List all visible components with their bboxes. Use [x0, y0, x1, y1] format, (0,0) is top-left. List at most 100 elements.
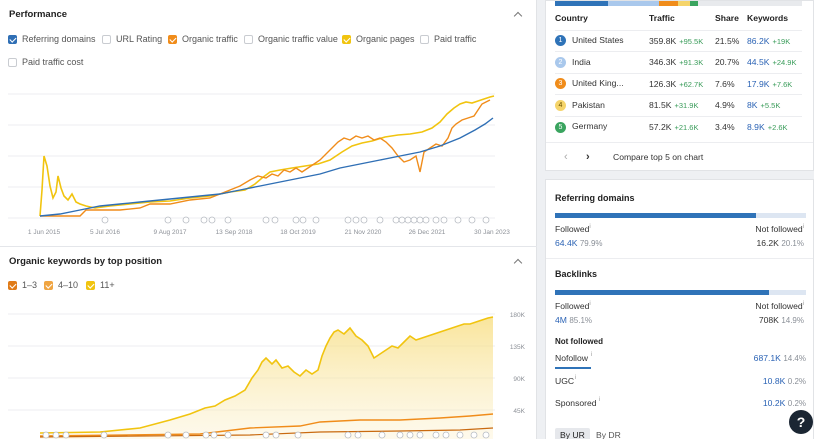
country-name[interactable]: Pakistan	[572, 99, 605, 110]
country-share-bar	[555, 1, 802, 6]
legend-referring-domains[interactable]: Referring domains	[8, 34, 96, 44]
collapse-keywords-chevron-icon[interactable]	[513, 256, 523, 266]
keywords-change: +5.5K	[760, 101, 781, 111]
legend-label: Organic traffic	[182, 34, 238, 44]
bl-not-followed-label: Not followedi	[755, 301, 804, 311]
rd-not-followed-label: Not followedi	[755, 224, 804, 234]
referring-domains-title: Referring domains	[555, 193, 635, 203]
paid-traffic-cost-checkbox[interactable]	[8, 57, 17, 67]
compare-top5-link[interactable]: Compare top 5 on chart	[613, 152, 704, 162]
top-4-10-checkbox[interactable]	[44, 280, 53, 290]
help-button[interactable]: ?	[789, 410, 813, 434]
rd-followed-value[interactable]: 64.4K 79.9%	[555, 238, 603, 248]
organic-traffic-line	[40, 99, 491, 217]
prev-chevron-icon[interactable]: ‹	[564, 151, 568, 163]
legend-organic-pages[interactable]: Organic pages	[342, 34, 415, 44]
breakdown-value[interactable]: 687.1K	[753, 353, 781, 363]
top-11-plus-checkbox[interactable]	[86, 280, 95, 290]
annotation-markers	[101, 216, 490, 224]
legend-url-rating[interactable]: URL Rating	[102, 34, 162, 44]
bl-followed-value[interactable]: 4M 85.1%	[555, 315, 593, 325]
table-row[interactable]: 1 United States 359.8K +95.5K 21.5% 86.2K +…	[555, 29, 802, 52]
legend-label: 4–10	[58, 280, 79, 290]
collapse-performance-chevron-icon[interactable]	[513, 9, 523, 19]
organic-pages-line	[39, 95, 495, 217]
x-tick: 26 Dec 2021	[409, 229, 446, 236]
section-divider	[546, 258, 813, 259]
traffic-value: 57.2K	[649, 122, 672, 132]
x-tick: 9 Aug 2017	[154, 229, 187, 236]
breakdown-row-ugc[interactable]: UGC i 10.8K 0.2%	[555, 375, 806, 386]
x-tick: 5 Jul 2016	[90, 229, 120, 236]
share-value: 3.4%	[715, 115, 747, 138]
legend-label: Paid traffic cost	[22, 57, 84, 67]
section-divider	[0, 246, 537, 247]
referring-domains-line	[39, 117, 494, 217]
x-tick: 18 Oct 2019	[280, 229, 316, 236]
share-value: 20.7%	[715, 51, 747, 73]
share-value: 7.6%	[715, 72, 747, 95]
referring-domains-checkbox[interactable]	[8, 34, 17, 44]
legend-top-1-3[interactable]: 1–3	[8, 280, 37, 290]
traffic-value: 126.3K	[649, 78, 677, 89]
traffic-change: +31.9K	[674, 101, 699, 111]
backlinks-followed-fill	[555, 290, 769, 295]
legend-organic-traffic[interactable]: Organic traffic	[168, 34, 238, 44]
url-rating-checkbox[interactable]	[102, 34, 111, 44]
row-divider	[546, 142, 813, 143]
breakdown-label: Sponsored	[555, 398, 597, 408]
next-chevron-icon[interactable]: ›	[586, 151, 590, 163]
y-tick: 90K	[513, 376, 525, 383]
top-11-plus-area	[40, 317, 493, 439]
breakdown-value[interactable]: 10.8K	[762, 376, 786, 386]
rank-badge: 5	[555, 121, 566, 133]
organic-traffic-value-checkbox[interactable]	[244, 34, 253, 44]
tab-by-dr[interactable]: By DR	[596, 430, 621, 439]
countries-card: Country Traffic Share Keywords 1 United S…	[545, 0, 814, 171]
legend-organic-traffic-value[interactable]: Organic traffic value	[244, 34, 338, 44]
keywords-value[interactable]: 44.5K	[747, 57, 770, 68]
legend-label: Organic pages	[356, 34, 415, 44]
breakdown-row-nofollow[interactable]: Nofollow i 687.1K 14.4%	[555, 352, 806, 371]
legend-label: Organic traffic value	[258, 34, 338, 44]
country-name[interactable]: India	[572, 56, 591, 67]
table-row[interactable]: 5 Germany 57.2K +21.6K 3.4% 8.9K +2.6K	[555, 115, 802, 138]
x-tick: 21 Nov 2020	[345, 229, 382, 236]
legend-paid-traffic-cost[interactable]: Paid traffic cost	[8, 57, 83, 67]
country-name[interactable]: United King...	[572, 78, 624, 89]
breakdown-pct: 0.2%	[787, 377, 806, 386]
legend-label: URL Rating	[116, 34, 163, 44]
keywords-value[interactable]: 17.9K	[747, 78, 770, 89]
legend-paid-traffic[interactable]: Paid traffic	[420, 34, 476, 44]
paid-traffic-checkbox[interactable]	[420, 34, 429, 44]
breakdown-row-sponsored[interactable]: Sponsored i 10.2K 0.2%	[555, 397, 806, 408]
col-keywords: Keywords	[747, 13, 789, 23]
legend-label: Referring domains	[22, 34, 96, 44]
x-tick: 1 Jun 2015	[28, 229, 61, 236]
col-country: Country	[555, 13, 588, 23]
tab-by-ur[interactable]: By UR	[555, 428, 590, 439]
keywords-value[interactable]: 8.9K	[747, 122, 765, 132]
referring-domains-followed-fill	[555, 213, 756, 218]
y-tick: 45K	[513, 408, 525, 415]
country-name[interactable]: United States	[572, 35, 624, 46]
breakdown-value[interactable]: 10.2K	[762, 398, 786, 408]
table-row[interactable]: 4 Pakistan 81.5K +31.9K 4.9% 8K +5.5K	[555, 94, 802, 116]
table-row[interactable]: 2 India 346.3K +91.3K 20.7% 44.5K +24.9K	[555, 51, 802, 73]
legend-top-4-10[interactable]: 4–10	[44, 280, 78, 290]
top-1-3-checkbox[interactable]	[8, 280, 17, 290]
keywords-title: Organic keywords by top position	[9, 256, 163, 267]
breakdown-label: Nofollow	[555, 353, 588, 363]
keywords-value[interactable]: 86.2K	[747, 35, 770, 46]
traffic-change: +21.6K	[674, 123, 699, 132]
traffic-value: 346.3K	[649, 57, 677, 68]
country-name[interactable]: Germany	[572, 121, 608, 132]
traffic-change: +91.3K	[679, 58, 704, 68]
active-underline	[555, 367, 591, 369]
organic-traffic-checkbox[interactable]	[168, 34, 177, 44]
keywords-value[interactable]: 8K	[747, 100, 758, 111]
col-share: Share	[715, 13, 739, 23]
table-row[interactable]: 3 United King... 126.3K +62.7K 7.6% 17.9K +…	[555, 72, 802, 95]
legend-top-11-plus[interactable]: 11+	[86, 280, 115, 290]
organic-pages-checkbox[interactable]	[342, 34, 351, 44]
